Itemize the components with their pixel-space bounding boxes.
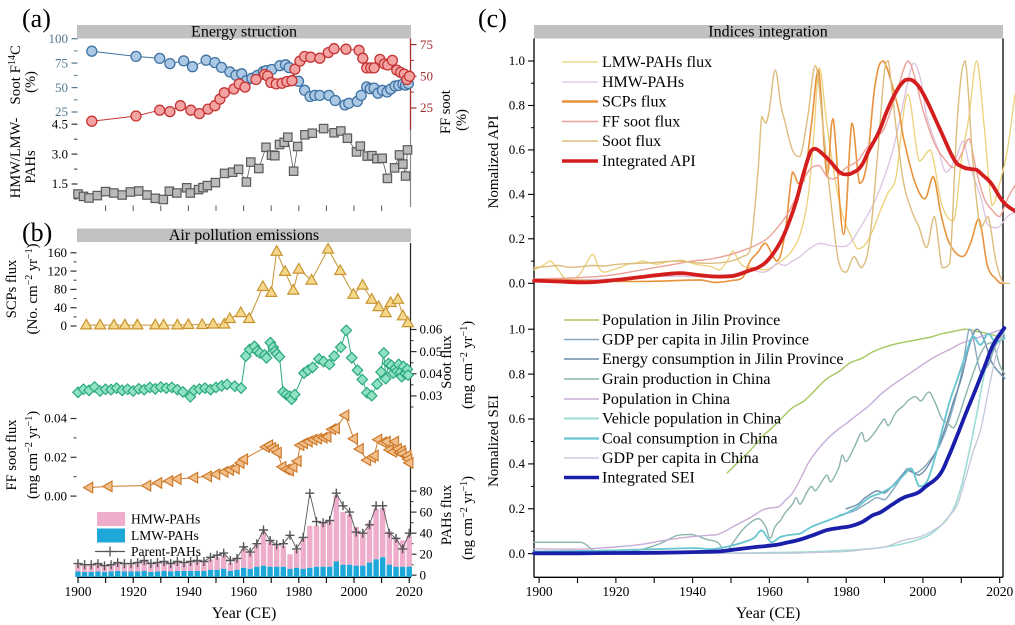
svg-text:50: 50 [55, 80, 68, 95]
svg-text:75: 75 [55, 55, 68, 70]
svg-text:2020: 2020 [986, 584, 1013, 599]
svg-text:HMW/LMW-: HMW/LMW- [8, 118, 24, 199]
svg-text:(c): (c) [478, 4, 507, 33]
svg-text:Soot flux: Soot flux [439, 334, 455, 388]
svg-text:(%): (%) [454, 109, 470, 131]
svg-text:0.06: 0.06 [420, 322, 443, 337]
svg-text:0.8: 0.8 [509, 366, 525, 381]
svg-text:GDP per capita in China: GDP per capita in China [602, 450, 759, 467]
svg-text:(mg cm−2 yr−1): (mg cm−2 yr−1) [459, 321, 476, 409]
svg-text:2000: 2000 [341, 584, 368, 599]
svg-text:Indices integration: Indices integration [708, 24, 828, 41]
svg-text:0: 0 [420, 567, 427, 582]
svg-text:GDP per capita in Jilin Provin: GDP per capita in Jilin Province [602, 332, 809, 349]
svg-text:(No. cm−2 yr−1): (No. cm−2 yr−1) [24, 243, 41, 334]
svg-text:3.0: 3.0 [52, 146, 68, 161]
svg-text:PAHs: PAHs [23, 150, 39, 184]
svg-text:1900: 1900 [65, 584, 92, 599]
svg-text:Soot flux: Soot flux [602, 133, 661, 150]
svg-text:0.0: 0.0 [509, 276, 525, 291]
svg-text:1900: 1900 [526, 584, 553, 599]
svg-text:20: 20 [420, 546, 433, 561]
svg-text:0: 0 [61, 318, 68, 333]
svg-text:80: 80 [420, 483, 433, 498]
svg-text:4.5: 4.5 [52, 116, 68, 131]
svg-text:120: 120 [48, 263, 68, 278]
svg-text:Energy consumption in Jilin Pr: Energy consumption in Jilin Province [602, 351, 843, 368]
svg-text:0.00: 0.00 [44, 488, 67, 503]
svg-text:100: 100 [49, 31, 69, 46]
svg-text:HMW-PAHs: HMW-PAHs [602, 74, 684, 91]
svg-text:0.4: 0.4 [509, 456, 526, 471]
svg-text:0.04: 0.04 [420, 366, 443, 381]
svg-text:Population in China: Population in China [602, 391, 730, 408]
svg-text:Year (CE): Year (CE) [736, 605, 801, 622]
svg-text:Nomalized SEI: Nomalized SEI [486, 395, 502, 487]
svg-text:0.6: 0.6 [509, 411, 526, 426]
svg-text:1.5: 1.5 [52, 176, 68, 191]
svg-text:160: 160 [48, 245, 68, 260]
svg-text:Vehicle population in China: Vehicle population in China [602, 411, 781, 428]
svg-text:25: 25 [420, 100, 433, 115]
svg-text:0.8: 0.8 [509, 98, 525, 113]
svg-text:Grain production in China: Grain production in China [602, 371, 770, 388]
svg-text:FF soot flux: FF soot flux [602, 114, 680, 131]
svg-text:2000: 2000 [909, 584, 936, 599]
svg-text:LMW-PAHs: LMW-PAHs [131, 528, 199, 543]
svg-text:75: 75 [420, 37, 433, 52]
svg-text:SCPs flux: SCPs flux [602, 94, 666, 111]
svg-text:Energy struction: Energy struction [191, 24, 297, 41]
svg-text:HMW-PAHs: HMW-PAHs [131, 512, 200, 527]
svg-text:60: 60 [420, 504, 433, 519]
svg-text:(mg cm−2 yr−1): (mg cm−2 yr−1) [24, 411, 41, 499]
svg-text:FF soot flux: FF soot flux [4, 419, 20, 491]
svg-text:LMW-PAHs flux: LMW-PAHs flux [602, 54, 712, 71]
svg-text:Coal consumption in China: Coal consumption in China [602, 431, 778, 448]
svg-text:1960: 1960 [756, 584, 783, 599]
svg-text:1920: 1920 [602, 584, 629, 599]
svg-text:Parent-PAHs: Parent-PAHs [131, 544, 201, 559]
svg-text:1.0: 1.0 [509, 321, 525, 336]
svg-text:1920: 1920 [120, 584, 147, 599]
svg-text:0.2: 0.2 [509, 231, 525, 246]
svg-text:0.6: 0.6 [509, 142, 526, 157]
svg-text:(%): (%) [23, 71, 39, 93]
svg-text:Integrated API: Integrated API [602, 153, 696, 170]
svg-text:0.04: 0.04 [44, 411, 67, 426]
svg-text:25: 25 [55, 104, 68, 119]
svg-text:0.0: 0.0 [509, 546, 525, 561]
svg-text:1.0: 1.0 [509, 53, 525, 68]
svg-text:0.2: 0.2 [509, 501, 525, 516]
svg-text:Air pollution emissions: Air pollution emissions [169, 227, 319, 244]
svg-text:0.03: 0.03 [420, 388, 443, 403]
svg-text:PAHs flux: PAHs flux [439, 484, 455, 545]
svg-text:40: 40 [54, 300, 67, 315]
svg-text:(ng cm−2 yr−1): (ng cm−2 yr−1) [459, 476, 476, 560]
svg-text:FF soot: FF soot [438, 90, 454, 134]
svg-text:0.02: 0.02 [44, 450, 67, 465]
svg-text:0.05: 0.05 [420, 344, 443, 359]
svg-text:(a): (a) [22, 4, 51, 33]
svg-text:1980: 1980 [833, 584, 860, 599]
svg-text:80: 80 [54, 282, 67, 297]
svg-text:Year (CE): Year (CE) [212, 605, 277, 622]
svg-text:0.4: 0.4 [509, 187, 526, 202]
svg-text:1960: 1960 [230, 584, 257, 599]
svg-text:Population in Jilin Province: Population in Jilin Province [602, 312, 780, 329]
svg-text:2020: 2020 [396, 584, 423, 599]
svg-text:40: 40 [420, 525, 433, 540]
svg-text:Nomalized API: Nomalized API [486, 116, 502, 209]
svg-text:Soot F14C: Soot F14C [7, 45, 24, 104]
svg-text:1940: 1940 [679, 584, 706, 599]
svg-text:(b): (b) [22, 218, 52, 247]
svg-text:50: 50 [420, 69, 433, 84]
svg-text:Integrated SEI: Integrated SEI [602, 470, 695, 487]
svg-text:1980: 1980 [285, 584, 312, 599]
svg-text:SCPs flux: SCPs flux [4, 259, 20, 318]
svg-text:1940: 1940 [175, 584, 202, 599]
